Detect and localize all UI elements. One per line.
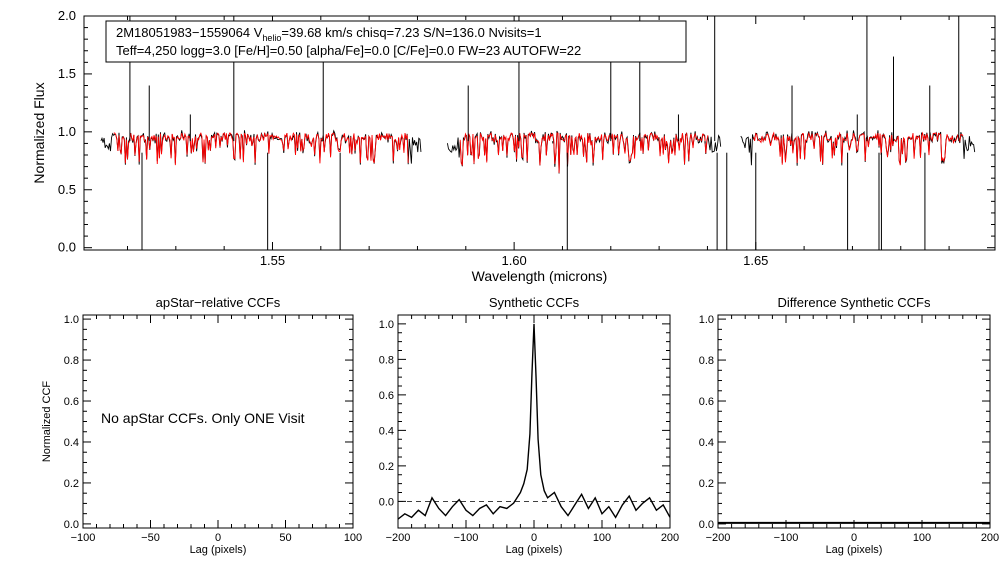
apstar_ccf-xtick-label: 100 (344, 532, 362, 544)
apstar_ccf-ytick-label: 0.4 (64, 437, 79, 449)
synthetic_ccf-ytick-label: 0.0 (379, 496, 394, 508)
apstar_ccf-ytick-label: 0.6 (64, 396, 79, 408)
spectrum-ytick-label: 0.0 (58, 240, 76, 255)
synthetic_ccf-ytick-label: 1.0 (379, 319, 394, 331)
difference_ccf-ytick-label: 0.6 (699, 396, 714, 408)
difference-ccf-panel: −200 −100 0 100 200 0.0 0.2 0.4 0.6 0.8 1.0 Lag (pi… (699, 295, 999, 556)
apstar_ccf-xtick-label: 50 (279, 532, 291, 544)
apstar_ccf-ytick-label: 0.0 (64, 519, 79, 531)
info-helio-subscript: helio (262, 33, 281, 43)
difference_ccf-ytick-label: 0.0 (699, 519, 714, 531)
synthetic_ccf-ytick-label: 0.8 (379, 354, 394, 366)
info-line-1-start: 2M18051983−1559064 V (116, 25, 263, 40)
difference_ccf-ytick-label: 0.2 (699, 478, 714, 490)
apstar-ccf-panel: −100 −50 0 50 100 0.0 0.2 0.4 0.6 0.8 1.0 Lag (pixe… (41, 295, 362, 556)
difference_ccf-xtick-label: −200 (706, 532, 731, 544)
synthetic_ccf-xtick-label: −200 (386, 532, 411, 544)
apstar_ccf-xlabel: Lag (pixels) (190, 544, 247, 556)
synthetic-ccf-panel: −200 −100 0 100 200 0.0 0.2 0.4 0.6 0.8 1.0 Lag (pi… (379, 295, 679, 556)
apstar_ccf-title: apStar−relative CCFs (156, 295, 281, 310)
apstar_ccf-ytick-label: 0.8 (64, 355, 79, 367)
synthetic_ccf-ytick-label: 0.2 (379, 461, 394, 473)
spectrum-ytick-label: 1.0 (58, 124, 76, 139)
spectrum-panel: 1.55 1.60 1.65 0.0 0.5 1.0 1.5 2.0 Wavelength (m… (31, 8, 996, 284)
difference_ccf-ytick-label: 0.4 (699, 437, 714, 449)
spectrum-xtick-label: 1.55 (260, 253, 285, 268)
spectrum-ytick-label: 2.0 (58, 8, 76, 23)
apstar_ccf-ylabel: Normalized CCF (41, 381, 53, 463)
difference_ccf-frame (717, 314, 991, 529)
difference_ccf-xlabel: Lag (pixels) (826, 544, 883, 556)
info-line-1: 2M18051983−1559064 Vhelio=39.68 km/s chi… (116, 25, 542, 43)
synthetic-ccf-line (397, 323, 671, 520)
synthetic_ccf-xtick-label: 200 (661, 532, 679, 544)
spectrum-ytick-label: 1.5 (58, 66, 76, 81)
apstar_ccf-xtick-label: 0 (215, 532, 221, 544)
synthetic_ccf-ytick-label: 0.4 (379, 425, 394, 437)
difference_ccf-xtick-label: 0 (851, 532, 857, 544)
apstar_ccf-ytick-label: 1.0 (64, 314, 79, 326)
spectrum-frame (83, 15, 996, 251)
spectrum-xtick-label: 1.60 (501, 253, 526, 268)
synthetic_ccf-title: Synthetic CCFs (489, 295, 580, 310)
apstar_ccf-xtick-label: −100 (71, 532, 96, 544)
spectrum-ytick-label: 0.5 (58, 182, 76, 197)
model-spectrum-chip-2 (459, 131, 709, 173)
spectrum-ylabel: Normalized Flux (31, 82, 47, 183)
model-spectrum-chip-3 (753, 131, 964, 166)
info-line-1-end: =39.68 km/s chisq=7.23 S/N=136.0 Nvisits… (281, 25, 541, 40)
model-spectrum-chip-1 (113, 131, 409, 166)
synthetic_ccf-xlabel: Lag (pixels) (506, 544, 563, 556)
synthetic_ccf-xtick-label: 0 (531, 532, 537, 544)
difference_ccf-ytick-label: 0.8 (699, 355, 714, 367)
apstar_ccf-ytick-label: 0.2 (64, 478, 79, 490)
synthetic_ccf-xtick-label: −100 (454, 532, 479, 544)
apstar_ccf-xtick-label: −50 (141, 532, 160, 544)
spectrum-xlabel: Wavelength (microns) (472, 268, 608, 284)
difference_ccf-ytick-label: 1.0 (699, 314, 714, 326)
info-line-2: Teff=4,250 logg=3.0 [Fe/H]=0.50 [alpha/F… (116, 43, 581, 58)
difference_ccf-xtick-label: −100 (774, 532, 799, 544)
spectrum-xtick-label: 1.65 (743, 253, 768, 268)
info-box: 2M18051983−1559064 Vhelio=39.68 km/s chi… (105, 20, 687, 63)
difference_ccf-title: Difference Synthetic CCFs (778, 295, 931, 310)
synthetic_ccf-xtick-label: 100 (593, 532, 611, 544)
difference_ccf-xtick-label: 200 (981, 532, 999, 544)
synthetic_ccf-ytick-label: 0.6 (379, 390, 394, 402)
info-box-frame (105, 20, 687, 63)
no-apstar-ccf-message: No apStar CCFs. Only ONE Visit (101, 410, 305, 426)
difference_ccf-xtick-label: 100 (913, 532, 931, 544)
